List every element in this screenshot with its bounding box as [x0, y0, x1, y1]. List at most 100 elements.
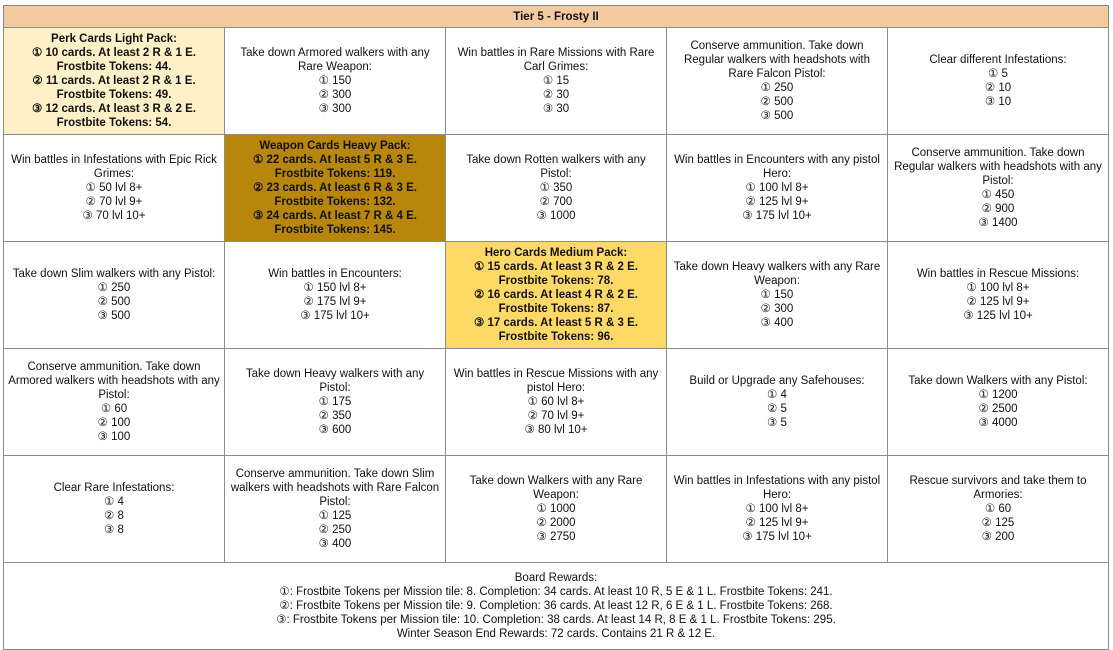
tier-value: ① 1000 — [536, 503, 576, 515]
tier-value: ② 8 — [104, 510, 124, 522]
tier-value: Frostbite Tokens: 96. — [498, 331, 614, 343]
board-rewards-line: Winter Season End Rewards: 72 cards. Con… — [396, 628, 716, 640]
mission-tile: Conserve ammunition. Take down Slim walk… — [224, 455, 446, 563]
tier-value: ③ 125 lvl 10+ — [963, 310, 1033, 322]
board-row: Perk Cards Light Pack: ① 10 cards. At lea… — [3, 27, 1109, 135]
tier-value: ① 150 lvl 8+ — [303, 282, 367, 294]
tier-value: ① 1200 — [978, 389, 1018, 401]
tier-value: ② 125 — [981, 517, 1015, 529]
tier-value: ① 15 — [542, 75, 570, 87]
mission-tile: Build or Upgrade any Safehouses: ① 4 ② 5 ③ … — [666, 348, 888, 456]
tier-value: ③ 1400 — [978, 217, 1018, 229]
mission-tile: Win battles in Encounters: ① 150 lvl 8+ ② … — [224, 241, 446, 349]
tier-value: ① 100 lvl 8+ — [966, 282, 1030, 294]
tier-value: ② 23 cards. At least 6 R & 3 E. — [253, 182, 417, 194]
tier-value: Frostbite Tokens: 78. — [498, 275, 614, 287]
tier-value: ③ 600 — [318, 424, 352, 436]
tier-value: ① 5 — [988, 68, 1008, 80]
tier-value: ② 300 — [318, 89, 352, 101]
tier-value: ① 4 — [767, 389, 787, 401]
mission-description: Take down Rotten walkers with any Pistol… — [466, 154, 650, 180]
tier-value: ① 175 — [318, 396, 352, 408]
mission-tile: Win battles in Infestations with Epic Ri… — [3, 134, 225, 242]
mission-description: Conserve ammunition. Take down Regular w… — [894, 147, 1106, 187]
tier-value: ② 30 — [542, 89, 570, 101]
tier-value: ② 175 lvl 9+ — [303, 296, 367, 308]
mission-tile: Win battles in Rescue Missions: ① 100 lvl… — [887, 241, 1109, 349]
tier-value: ① 250 — [760, 82, 794, 94]
pack-reward-tile-light: Perk Cards Light Pack: ① 10 cards. At lea… — [3, 27, 225, 135]
board-row: Take down Slim walkers with any Pistol: ①… — [3, 241, 1109, 349]
tier-value: ③ 10 — [984, 96, 1012, 108]
tier-value: ② 350 — [318, 410, 352, 422]
mission-tile: Clear Rare Infestations: ① 4 ② 8 ③ 8 — [3, 455, 225, 563]
tier-value: ① 350 — [539, 182, 573, 194]
tier-value: ③ 2750 — [536, 531, 576, 543]
mission-description: Win battles in Infestations with any pis… — [673, 475, 884, 501]
tier-value: ② 5 — [767, 403, 787, 415]
tier-value: Frostbite Tokens: 132. — [274, 196, 396, 208]
pack-reward-tile-medium: Hero Cards Medium Pack: ① 15 cards. At le… — [445, 241, 667, 349]
tier-value: ① 450 — [981, 189, 1015, 201]
tier-value: ① 150 — [760, 289, 794, 301]
board-row: Conserve ammunition. Take down Armored w… — [3, 348, 1109, 456]
mission-description: Win battles in Rescue Missions: — [916, 268, 1080, 280]
tier-value: ① 60 — [100, 403, 128, 415]
tier-value: ② 700 — [539, 196, 573, 208]
tier-value: ② 2000 — [536, 517, 576, 529]
tier-value: ② 11 cards. At least 2 R & 1 E. — [32, 75, 196, 87]
mission-tile: Take down Heavy walkers with any Rare We… — [666, 241, 888, 349]
mission-tile: Conserve ammunition. Take down Regular w… — [887, 134, 1109, 242]
tier-value: ② 500 — [97, 296, 131, 308]
tier-value: ① 15 cards. At least 3 R & 2 E. — [474, 261, 638, 273]
mission-tile: Take down Walkers with any Pistol: ① 1200… — [887, 348, 1109, 456]
mission-description: Clear Rare Infestations: — [53, 482, 175, 494]
pack-name: Weapon Cards Heavy Pack: — [259, 140, 411, 152]
tier-value: ③ 24 cards. At least 7 R & 4 E. — [253, 210, 417, 222]
board-rewards-row: Board Rewards: ①: Frostbite Tokens per Mi… — [3, 562, 1109, 650]
tier-value: ③ 4000 — [978, 417, 1018, 429]
mission-description: Conserve ammunition. Take down Slim walk… — [230, 468, 443, 508]
tier-title: Tier 5 - Frosty II — [3, 5, 1109, 28]
tier-value: ① 125 — [318, 510, 352, 522]
tier-value: ③ 8 — [104, 524, 124, 536]
tier-value: ② 500 — [760, 96, 794, 108]
mission-description: Take down Walkers with any Rare Weapon: — [469, 475, 646, 501]
board-rewards-line: ③: Frostbite Tokens per Mission tile: 10… — [276, 614, 836, 626]
mission-description: Take down Heavy walkers with any Rare We… — [673, 261, 884, 287]
mission-tile: Take down Armored walkers with any Rare … — [224, 27, 446, 135]
tier-value: ③ 400 — [760, 317, 794, 329]
board-rewards: Board Rewards: ①: Frostbite Tokens per Mi… — [3, 562, 1109, 650]
board-row: Clear Rare Infestations: ① 4 ② 8 ③ 8 Conserv… — [3, 455, 1109, 563]
tier-value: ③ 100 — [97, 431, 131, 443]
mission-description: Win battles in Encounters: — [268, 268, 402, 280]
tier-value: ③ 200 — [981, 531, 1015, 543]
tier-value: ② 70 lvl 9+ — [527, 410, 585, 422]
tier-value: Frostbite Tokens: 44. — [56, 61, 172, 73]
tier-value: ① 100 lvl 8+ — [745, 182, 809, 194]
tier-value: Frostbite Tokens: 49. — [56, 89, 172, 101]
pack-name: Perk Cards Light Pack: — [51, 33, 177, 45]
mission-description: Win battles in Rescue Missions with any … — [453, 368, 662, 394]
tier-value: ③ 30 — [542, 103, 570, 115]
tier-value: ② 16 cards. At least 4 R & 2 E. — [474, 289, 638, 301]
pack-reward-tile-heavy: Weapon Cards Heavy Pack: ① 22 cards. At l… — [224, 134, 446, 242]
tier-value: Frostbite Tokens: 87. — [498, 303, 614, 315]
mission-tile: Take down Rotten walkers with any Pistol… — [445, 134, 667, 242]
tier-value: ② 100 — [97, 417, 131, 429]
tier-value: Frostbite Tokens: 119. — [274, 168, 396, 180]
tier-value: ① 10 cards. At least 2 R & 1 E. — [32, 47, 196, 59]
tier-value: ③ 175 lvl 10+ — [300, 310, 370, 322]
mission-description: Conserve ammunition. Take down Armored w… — [8, 361, 223, 401]
tier-value: ② 250 — [318, 524, 352, 536]
mission-tile: Clear different Infestations: ① 5 ② 10 ③ 10 — [887, 27, 1109, 135]
tier-value: ③ 1000 — [536, 210, 576, 222]
tier-value: Frostbite Tokens: 54. — [56, 117, 172, 129]
mission-tile: Rescue survivors and take them to Armori… — [887, 455, 1109, 563]
tier-value: ② 125 lvl 9+ — [745, 517, 809, 529]
tier-value: ① 4 — [104, 496, 124, 508]
tier-value: ③ 12 cards. At least 3 R & 2 E. — [32, 103, 196, 115]
mission-tile: Take down Walkers with any Rare Weapon: ①… — [445, 455, 667, 563]
tier-value: ② 300 — [760, 303, 794, 315]
mission-tile: Win battles in Encounters with any pisto… — [666, 134, 888, 242]
